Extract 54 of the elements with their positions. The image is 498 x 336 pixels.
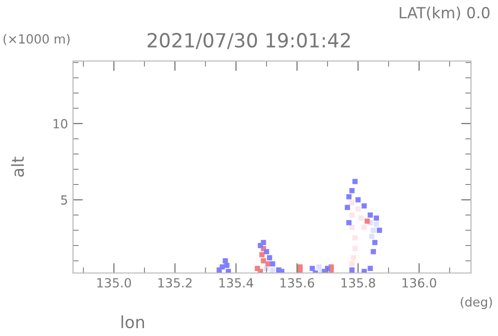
x-tick-label: 135.4	[219, 278, 254, 288]
point	[270, 261, 276, 266]
point	[362, 224, 367, 230]
y-tick-label: 10	[54, 119, 68, 128]
point	[349, 200, 355, 206]
y-tick-label: 5	[61, 195, 68, 205]
point	[374, 222, 379, 227]
point	[346, 194, 352, 200]
point	[370, 249, 376, 254]
x-tick-label: 135.6	[280, 278, 314, 288]
x-tick-label: 135.2	[158, 278, 192, 288]
point	[368, 266, 373, 272]
point	[222, 258, 228, 264]
x-tick-label: 136.0	[402, 278, 436, 288]
point	[376, 228, 382, 233]
point	[352, 178, 358, 184]
x-tick-label: 135.0	[97, 278, 131, 288]
point	[224, 262, 230, 268]
point	[370, 228, 376, 233]
point	[368, 212, 373, 218]
point	[364, 218, 370, 224]
point	[346, 220, 352, 226]
chart-subtitle: LAT(km) 0.0	[400, 6, 490, 20]
point	[362, 268, 367, 273]
point	[344, 204, 350, 210]
point	[259, 252, 265, 258]
text: (deg)	[460, 296, 492, 310]
point	[355, 206, 361, 212]
point	[349, 212, 355, 218]
point	[369, 234, 374, 239]
point	[349, 267, 355, 273]
y-axis-title: alt	[11, 156, 24, 177]
point	[310, 266, 315, 272]
point	[374, 215, 379, 221]
point	[362, 203, 367, 208]
chart-title: 2021/07/30 19:01:42	[148, 32, 350, 50]
point	[297, 264, 303, 270]
point	[260, 258, 266, 264]
point	[350, 255, 356, 260]
x-tick-label: 135.8	[342, 278, 376, 288]
text: (×1000 m)	[4, 34, 70, 46]
point	[266, 255, 272, 260]
point	[349, 224, 355, 230]
point	[372, 240, 378, 246]
point	[355, 197, 361, 202]
point	[358, 215, 364, 221]
point	[352, 246, 358, 252]
point	[352, 235, 358, 241]
point	[349, 261, 355, 266]
point	[349, 188, 355, 194]
x-axis-title: lon	[122, 315, 144, 328]
point	[258, 242, 263, 248]
point	[264, 249, 270, 254]
point	[270, 267, 276, 273]
